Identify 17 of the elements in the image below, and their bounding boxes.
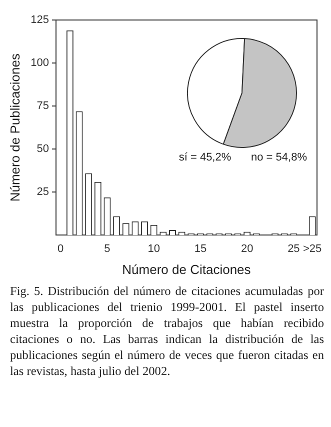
- y-tick-label: 75: [36, 100, 49, 112]
- x-tick-label: >25: [303, 242, 322, 255]
- x-tick-label: 10: [148, 242, 160, 255]
- x-tick-label: 20: [240, 242, 254, 255]
- slice-label: sí = 45,2%: [178, 152, 232, 164]
- y-tick-label: 50: [36, 143, 49, 156]
- x-tick-label: 5: [104, 242, 110, 255]
- y-tick-label: 100: [30, 57, 49, 70]
- x-tick-label: 25: [288, 242, 300, 255]
- x-axis-title: Número de Citaciones: [122, 262, 252, 277]
- slice-label: no = 54,8%: [251, 152, 308, 164]
- x-tick-label: 15: [194, 242, 207, 255]
- y-tick-label: 125: [30, 14, 49, 26]
- y-tick-label: 25: [36, 186, 49, 198]
- y-axis-title: Número de Publicaciones: [7, 53, 22, 202]
- caption: Fig. 5. Distribución del número de citaciones acumuladas por las publicaciones del trienio 1999-2001. El pastel inserto muestra la proporción de trabajos que habían recibido citaciones o no. Las barras indican la distribución de las publicaciones según el número de veces que fueron citadas en las revistas, hasta julio del 2002.: [10, 283, 324, 379]
- x-tick-label: 0: [58, 242, 64, 255]
